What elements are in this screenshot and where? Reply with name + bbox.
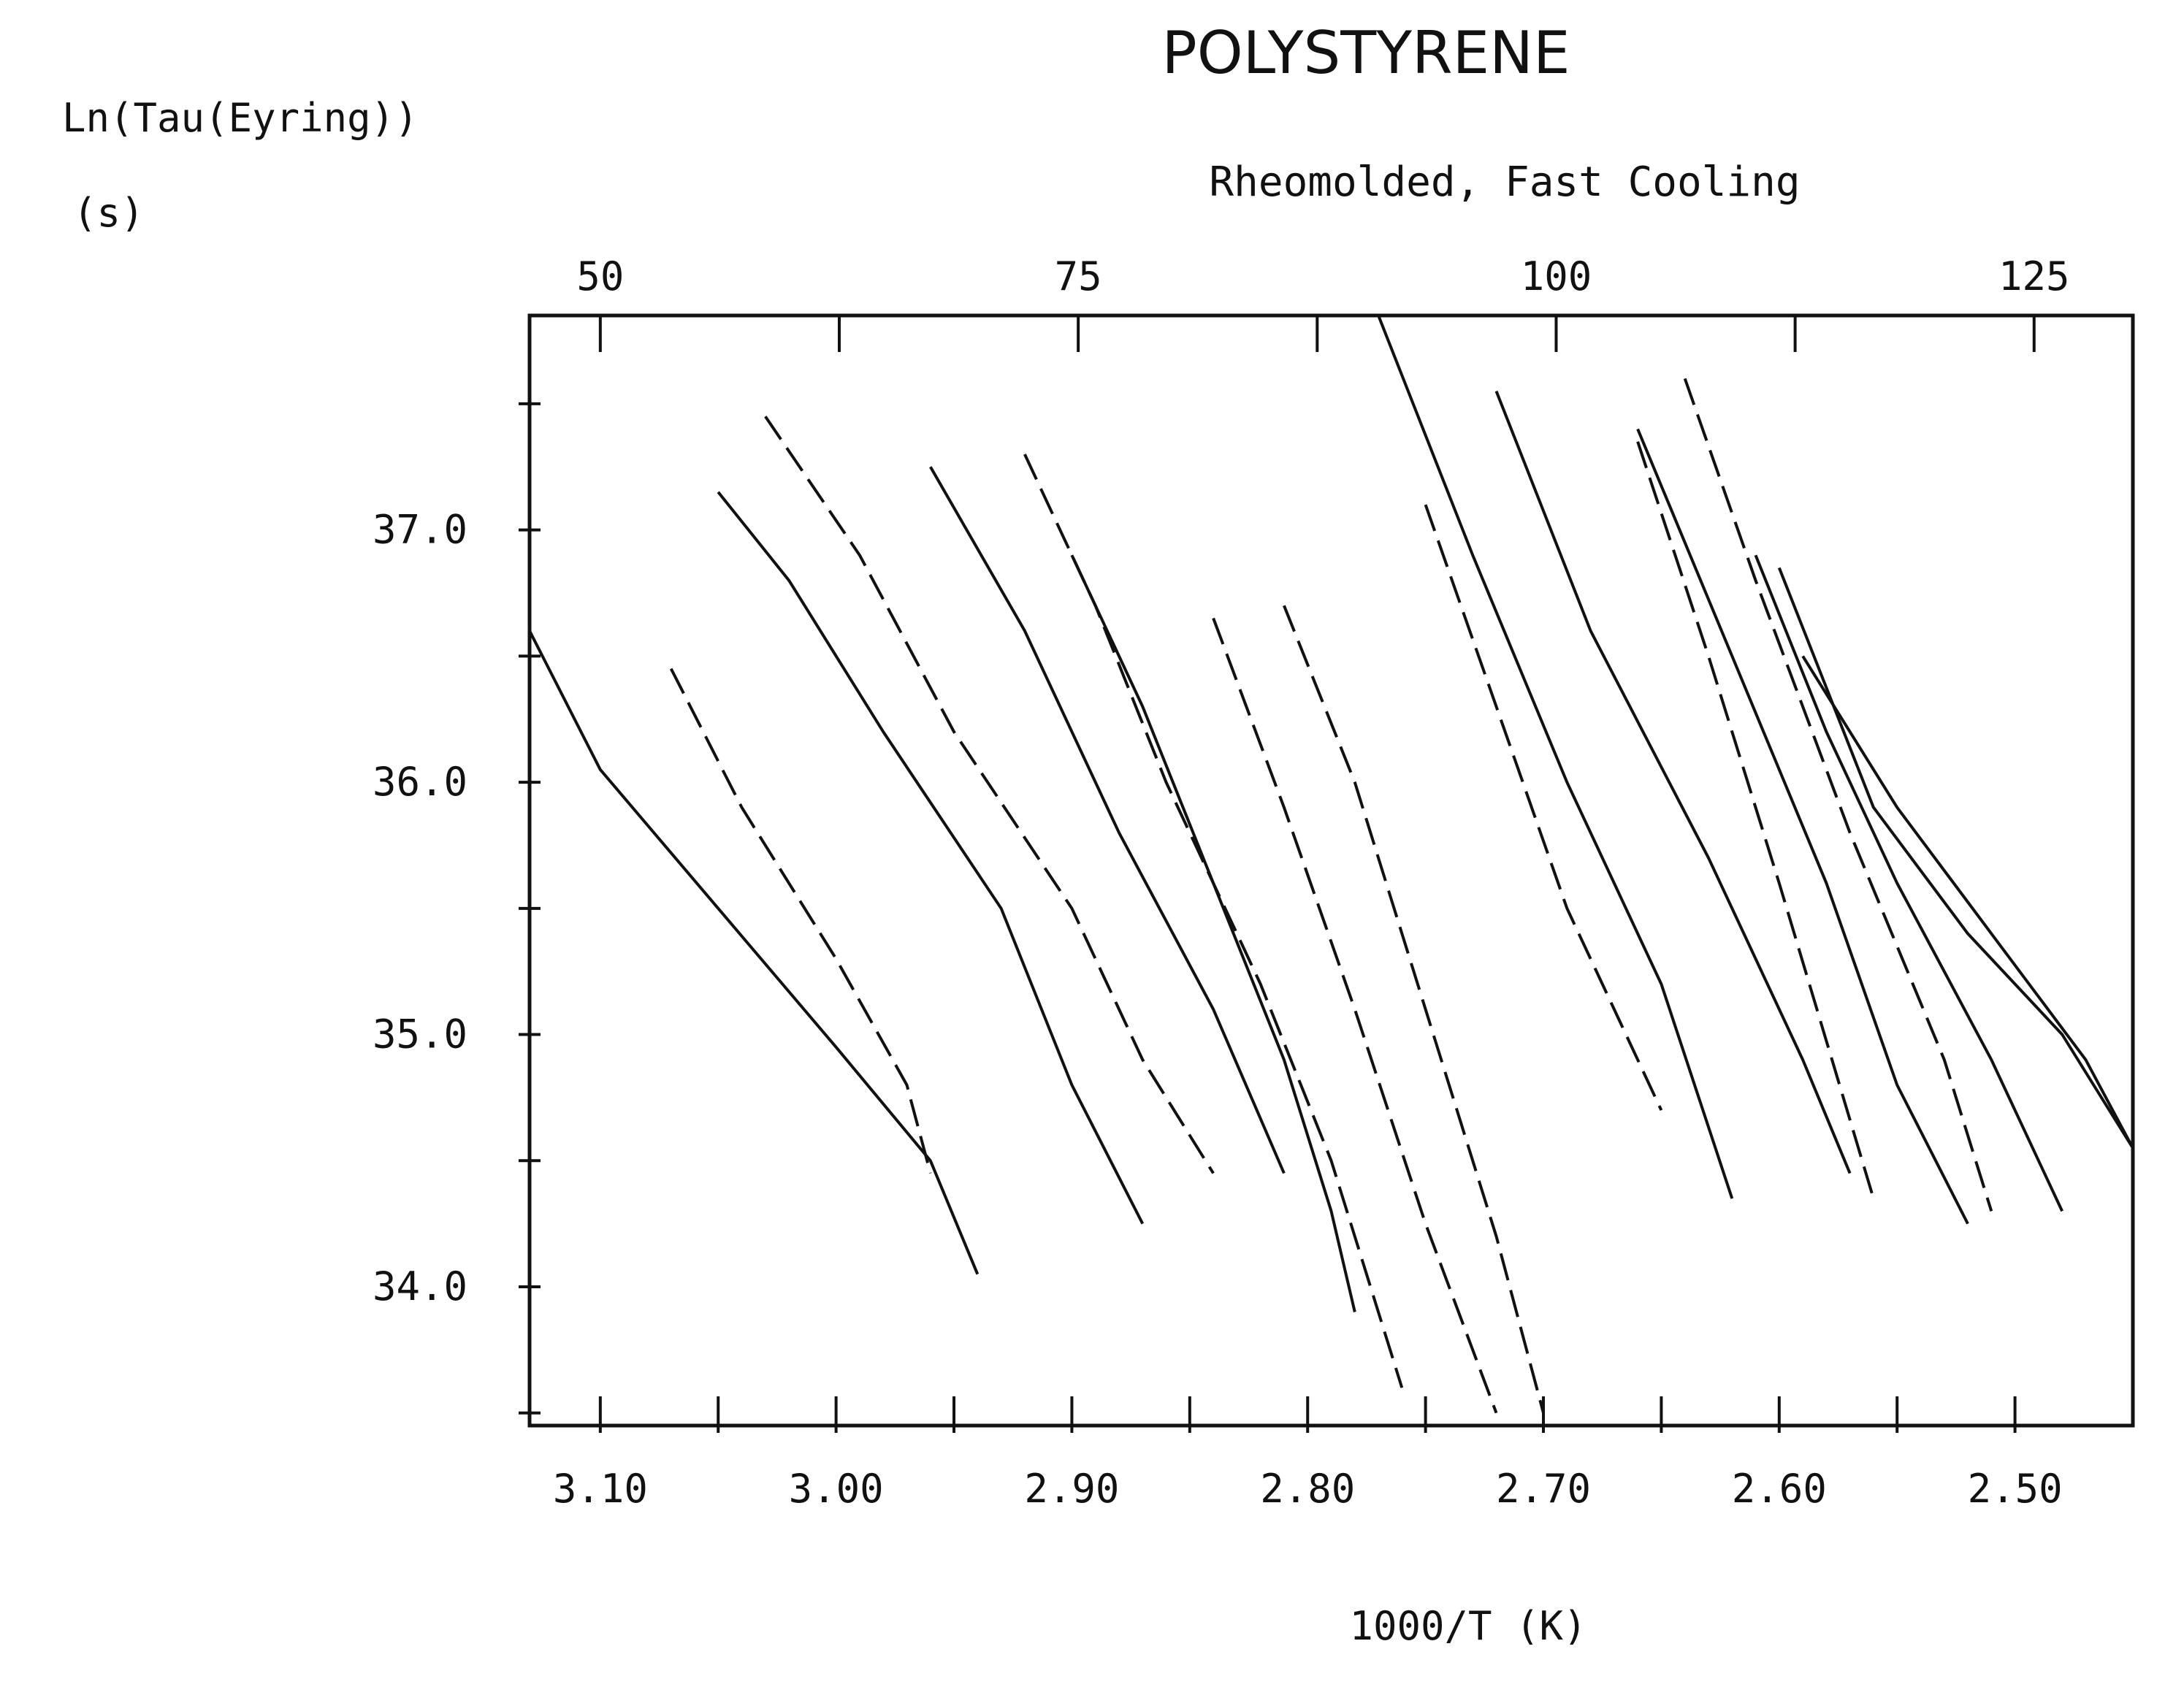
series-line-18 [1801, 655, 2134, 1149]
data-lines [528, 315, 2134, 1414]
series-line-12 [1494, 390, 1852, 1174]
y-axis-unit: (s) [73, 190, 145, 236]
y-tick-label: 35.0 [373, 1011, 467, 1057]
series-line-6 [1023, 454, 1404, 1388]
y-tick-label: 37.0 [373, 507, 467, 553]
plot-frame [527, 313, 2135, 1428]
y-tick-label: 34.0 [373, 1263, 467, 1309]
x-axis-label: 1000/T (K) [1349, 1603, 1587, 1649]
ticks-layer: 3.10 3.00 2.90 2.80 2.70 2.60 2.50 34.0 35.0 36.0… [373, 253, 2070, 1512]
y-axis-label: Ln(Tau(Eyring)) [62, 95, 419, 141]
series-line-10 [1377, 315, 1734, 1199]
series-line-16 [1754, 554, 2064, 1212]
x-tick-label: 2.90 [1024, 1466, 1119, 1512]
y-tick-label: 36.0 [373, 759, 467, 805]
x-tick-label: 3.00 [789, 1466, 884, 1512]
top-tick-label: 100 [1521, 253, 1592, 299]
series-line-15 [1683, 378, 1993, 1212]
series-line-3 [717, 491, 1145, 1225]
series-line-4 [764, 416, 1215, 1174]
x-tick-label: 2.80 [1260, 1466, 1355, 1512]
chart-title: POLYSTYRENE [1161, 19, 1570, 87]
x-tick-label: 2.60 [1732, 1466, 1827, 1512]
series-line-17 [1777, 567, 2134, 1150]
series-line-14 [1636, 428, 1969, 1225]
x-tick-label: 2.70 [1496, 1466, 1591, 1512]
series-line-9 [1283, 605, 1545, 1414]
series-line-11 [1424, 504, 1663, 1112]
top-tick-label: 75 [1055, 253, 1102, 299]
x-tick-label: 3.10 [553, 1466, 648, 1512]
series-line-2 [669, 668, 932, 1174]
series-line-1 [528, 630, 980, 1275]
series-line-7 [1070, 554, 1356, 1312]
top-tick-label: 50 [576, 253, 624, 299]
series-line-8 [1212, 617, 1498, 1414]
x-tick-label: 2.50 [1968, 1466, 2063, 1512]
chart-subtitle: Rheomolded, Fast Cooling [1209, 158, 1800, 206]
series-line-5 [929, 466, 1286, 1174]
series-line-13 [1636, 441, 1875, 1199]
top-tick-label: 125 [1998, 253, 2070, 299]
